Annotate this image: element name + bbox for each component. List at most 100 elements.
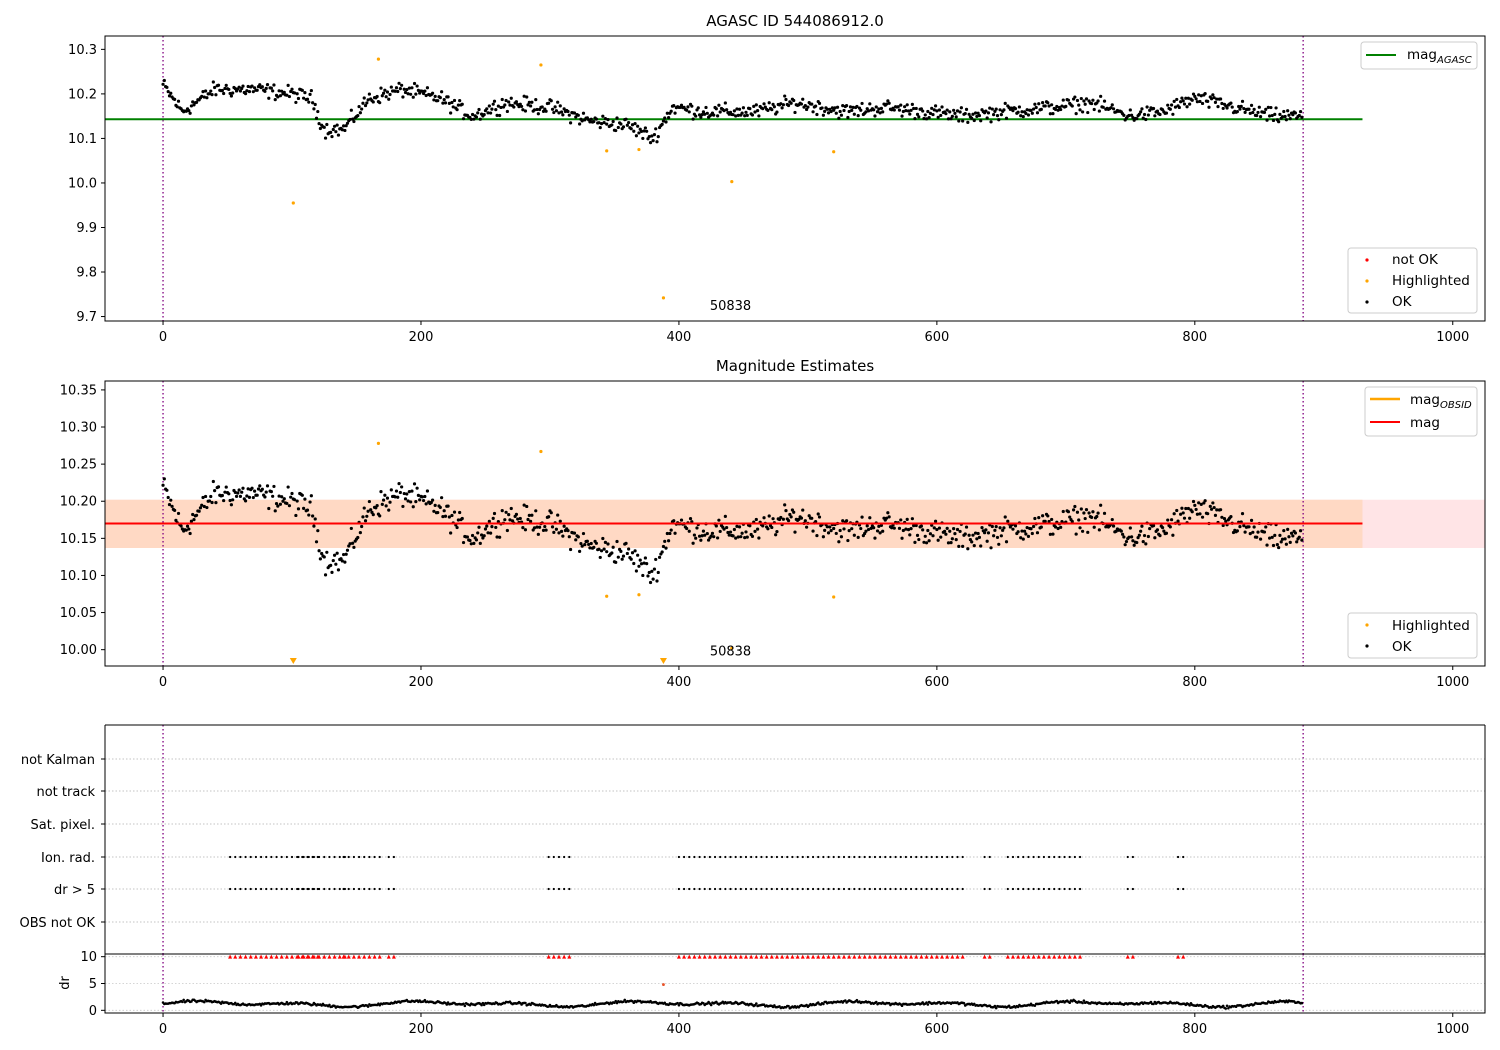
ok-point (530, 513, 534, 517)
ok-point (280, 495, 284, 499)
ok-point (1288, 540, 1292, 544)
dr-clipped-marker (831, 954, 836, 959)
ok-point (856, 535, 860, 540)
ok-point (781, 517, 785, 521)
ok-point (1053, 107, 1058, 111)
ok-point (842, 527, 846, 531)
ok-point (779, 515, 783, 520)
ok-point (946, 541, 951, 545)
dr-point (614, 999, 618, 1003)
ok-point (614, 560, 618, 564)
ok-point (741, 106, 746, 110)
ok-point (701, 110, 706, 114)
flag-point-dr-gt-5 (323, 887, 326, 891)
ok-point (384, 95, 388, 99)
ok-point (973, 531, 978, 535)
flag-point-ion-rad (1017, 855, 1020, 859)
ok-point (1289, 531, 1294, 535)
dr-clipped-marker (800, 954, 805, 959)
ok-point (460, 516, 464, 521)
ok-point (1273, 112, 1277, 116)
dr-clipped-marker (1031, 954, 1036, 959)
ok-point (561, 113, 565, 117)
ok-point (1075, 98, 1080, 103)
ok-point (460, 102, 464, 106)
ok-point (1001, 528, 1005, 532)
ok-point (525, 95, 529, 99)
ok-point (1135, 117, 1139, 121)
dr-clipped-marker (274, 954, 279, 959)
dr-point (1007, 1004, 1011, 1008)
flag-point-dr-gt-5 (940, 887, 944, 891)
ok-point (606, 117, 610, 122)
ok-point (646, 574, 650, 578)
ok-point (914, 106, 918, 111)
ok-point (1235, 110, 1239, 114)
ok-point (161, 82, 165, 86)
ok-point (694, 536, 698, 540)
ok-point (694, 114, 698, 118)
ok-point (908, 533, 912, 537)
ok-point (1097, 109, 1101, 113)
ok-point (621, 125, 626, 129)
ok-point (367, 92, 371, 96)
flag-point-ion-rad (837, 855, 840, 859)
ok-point (251, 495, 255, 500)
ok-point (547, 515, 551, 519)
ok-point (723, 101, 727, 105)
ok-point (999, 534, 1003, 538)
ok-point (691, 541, 695, 545)
ok-point (722, 527, 726, 531)
ok-point (906, 528, 911, 532)
ok-point (933, 519, 938, 523)
ok-point (1061, 509, 1065, 514)
flag-point-ion-rad (1063, 855, 1066, 859)
ok-point (1087, 511, 1091, 515)
ok-point (519, 104, 524, 109)
ok-point (396, 89, 400, 94)
ok-point (605, 122, 609, 126)
ok-point (847, 109, 851, 114)
ok-point (216, 83, 221, 87)
ok-point (687, 110, 691, 114)
flag-point-ion-rad (290, 855, 294, 859)
ok-point (1287, 113, 1291, 117)
ok-point (667, 539, 671, 543)
ok-point (1264, 525, 1268, 529)
ok-point (620, 557, 624, 561)
ok-point (1277, 545, 1281, 550)
flag-point-dr-gt-5 (894, 887, 897, 891)
flag-point-dr-gt-5 (249, 887, 252, 891)
ok-point (271, 494, 275, 498)
ok-point (859, 526, 863, 531)
ok-point (599, 122, 604, 126)
ok-point (397, 81, 401, 85)
ok-point (558, 519, 562, 523)
ok-point (931, 534, 935, 538)
dr-point (181, 1000, 184, 1004)
ok-point (414, 500, 418, 504)
ok-point (909, 108, 913, 112)
ok-point (651, 139, 655, 143)
ok-point (361, 101, 365, 105)
ok-point (901, 109, 905, 114)
ok-point (264, 490, 268, 494)
ok-point (1278, 112, 1282, 116)
ok-point (510, 519, 515, 523)
ok-point (834, 531, 838, 536)
ok-point (323, 573, 328, 577)
ok-point (690, 104, 694, 108)
ok-point (407, 490, 411, 494)
dr-clipped-marker (955, 954, 960, 959)
ok-point (1160, 526, 1165, 530)
ok-point (896, 105, 900, 109)
dr-point (328, 1003, 331, 1007)
flag-point-dr-gt-5 (1176, 887, 1180, 891)
flag-point-dr-gt-5 (333, 887, 336, 891)
flag-point-dr-gt-5 (811, 887, 815, 891)
ok-point (1073, 95, 1077, 99)
axes-agasc: 0 200 400 600 800 10009.79.89.910.010.110.210… (68, 35, 1486, 345)
legend-box (1360, 41, 1478, 70)
ok-point (440, 496, 444, 500)
dr-clipped-marker (780, 954, 785, 959)
